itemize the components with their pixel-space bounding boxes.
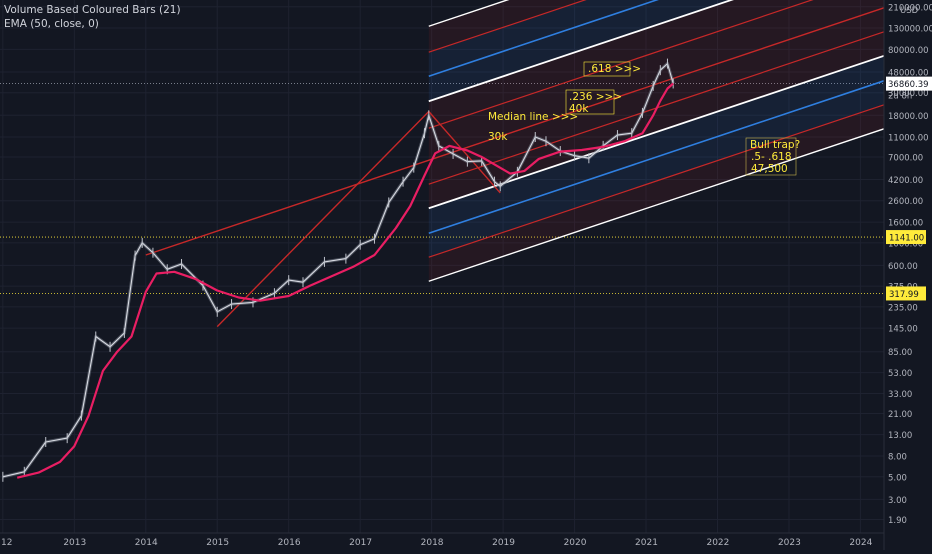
fork-median-line — [145, 7, 885, 256]
price-tick-label: 13.00 — [888, 431, 912, 441]
price-tick-label: 30000.00 — [888, 89, 929, 99]
fork-red-lower — [428, 104, 885, 258]
price-tick-label: 600.00 — [888, 262, 918, 272]
price-tick-label: 80000.00 — [888, 46, 929, 56]
time-tick-label: 2016 — [278, 538, 301, 548]
price-axis-background — [884, 0, 932, 550]
price-tick-label: 5.00 — [888, 473, 907, 483]
bull-trap-box — [745, 137, 797, 176]
fork-white-upper — [428, 0, 510, 27]
ema-indicator-label[interactable]: EMA (50, close, 0) — [4, 18, 99, 30]
current-price-badge[interactable] — [886, 76, 932, 91]
price-tick-label: 1600.00 — [888, 219, 923, 229]
price-tick-label: 4200.00 — [888, 176, 923, 186]
fork-handle-line — [216, 111, 430, 328]
time-tick-label: 2020 — [564, 538, 587, 548]
price-tick-label: 210000.00 — [888, 3, 932, 13]
price-tick-label: 53.00 — [888, 369, 912, 379]
current-price-value: 36860.39 — [888, 80, 929, 90]
ema-line — [16, 82, 674, 479]
time-axis-background — [0, 533, 932, 550]
time-tick-label: 2024 — [849, 538, 872, 548]
time-tick-label: 2014 — [135, 538, 158, 548]
level-2-badge[interactable] — [886, 286, 926, 301]
fork-band — [428, 55, 884, 234]
price-tick-label: 1.90 — [888, 516, 907, 526]
fork-blue-lower — [428, 80, 885, 234]
time-tick-label: 2023 — [778, 538, 801, 548]
annotations: Median line >>> 30k .236 >>>40k .618 >>> Bul… — [488, 61, 800, 176]
price-tick-label: 21.00 — [888, 410, 912, 420]
level-1-badge[interactable] — [886, 230, 926, 245]
price-tick-label: 3.00 — [888, 496, 907, 506]
price-tick-label: 130000.00 — [888, 24, 932, 34]
price-tick-label: 8.00 — [888, 453, 907, 463]
median-line-label[interactable]: Median line >>> — [488, 111, 578, 123]
time-tick-label: 2017 — [349, 538, 372, 548]
currency-label: USD — [900, 6, 919, 16]
fork-band — [428, 31, 884, 209]
fork-red-inner-upper — [428, 0, 814, 129]
price-tick-label: 85.00 — [888, 348, 912, 358]
fib-618-box — [583, 61, 631, 77]
time-tick-label: 12 — [1, 538, 12, 548]
time-tick-label: 2022 — [706, 538, 729, 548]
bull-trap-price-label[interactable]: 47,500 — [751, 163, 788, 175]
price-tick-label: 33.00 — [888, 390, 912, 400]
bar-countdown: 2d 8h — [888, 92, 912, 102]
fib-236-box — [565, 89, 615, 115]
price-tick-label: 1000.00 — [888, 239, 923, 249]
fork-blue-upper — [428, 0, 659, 77]
label-40k[interactable]: 40k — [569, 103, 589, 115]
pitchfork — [145, 0, 885, 328]
volume-bars-indicator-label[interactable]: Volume Based Coloured Bars (21) — [4, 4, 181, 16]
fork-red-upper — [428, 0, 587, 53]
fork-white-inner-upper — [428, 0, 734, 103]
time-tick-label: 2021 — [635, 538, 658, 548]
bull-trap-fib-label[interactable]: .5- .618 — [751, 151, 792, 163]
price-tick-label: 235.00 — [888, 303, 918, 313]
fork-white-lower — [428, 128, 885, 282]
price-tick-label: 11000.00 — [888, 134, 929, 144]
time-tick-label: 2019 — [492, 538, 515, 548]
time-tick-label: 2018 — [421, 538, 444, 548]
fib-236-label[interactable]: .236 >>> — [569, 91, 622, 103]
fork-band — [428, 104, 884, 282]
bull-trap-label[interactable]: Bull trap? — [750, 139, 800, 151]
series — [2, 58, 675, 482]
price-tick-label: 7000.00 — [888, 153, 923, 163]
indicator-legend: Volume Based Coloured Bars (21) EMA (50,… — [4, 3, 181, 31]
horizontal-levels — [0, 83, 884, 294]
price-tick-label: 18000.00 — [888, 112, 929, 122]
time-tick-label: 2013 — [63, 538, 86, 548]
level-2-badge-text: 317.99 — [889, 290, 919, 300]
label-30k[interactable]: 30k — [488, 131, 508, 143]
price-tick-label: 48000.00 — [888, 68, 929, 78]
time-tick-label: 2015 — [206, 538, 229, 548]
price-tick-label: 145.00 — [888, 325, 918, 335]
fib-618-label[interactable]: .618 >>> — [588, 63, 641, 75]
fork-connector-line — [428, 111, 501, 194]
level-1-badge-text: 1141.00 — [889, 234, 924, 244]
price-tick-label: 2600.00 — [888, 197, 923, 207]
fork-band — [428, 80, 884, 258]
